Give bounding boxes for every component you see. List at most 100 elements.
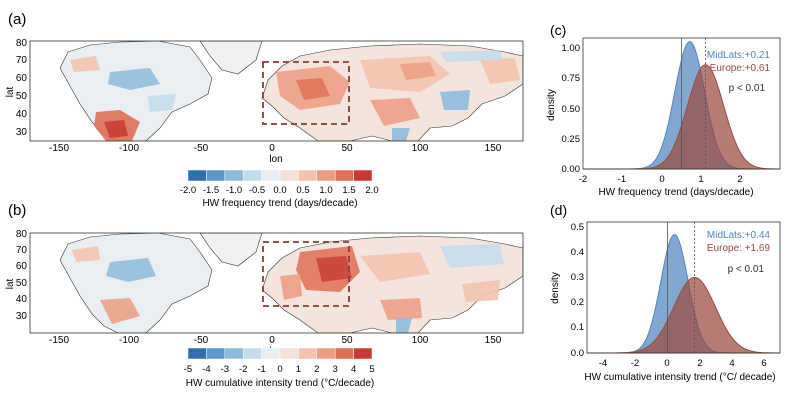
ytick: 0.75 [562,73,581,84]
map-a [30,41,523,141]
plot-d-ticks: -4 -2 0 2 4 6 0.0 0.1 0.2 0.3 0.4 0.5 [571,222,767,369]
colorbar-b-swatch [224,347,244,360]
xtick: 50 [341,335,353,346]
panel-b: (b) lat -150 -100 -50 0 50 1 [5,202,524,389]
panel-a-label: (a) [8,11,26,28]
xtick: 150 [485,335,502,346]
plot-d-frame [586,221,781,354]
colorbar-b-swatch [206,347,226,360]
colorbar-a-title: HW frequency trend (days/decade) [202,198,357,209]
ytick: 0.5 [571,222,584,233]
colorbar-b-swatch [316,347,336,360]
xtick: 2 [737,174,742,185]
ytick: 60 [16,73,28,84]
colorbar-tick: 0.0 [273,185,286,196]
ytick: 0.50 [562,104,581,115]
legend-c-midlats: MidLats:+0.21 [707,50,771,61]
colorbar-a-swatch [279,169,299,182]
colorbar-a-swatch [334,169,354,182]
colorbar-tick: -3 [221,364,229,375]
panel-d-xlabel: HW cumulative intensity trend (°C/ decad… [584,372,775,383]
colorbar-b-swatch [242,347,262,360]
xtick: -2 [631,358,639,369]
panel-d-ylabel: density [550,272,561,304]
legend-d-midlats: MidLats:+0.44 [707,230,771,241]
panel-b-ylabel: lat [5,278,16,289]
panel-b-label: (b) [8,202,26,219]
colorbar-b-swatch [187,347,207,360]
colorbar-tick: 1.5 [342,185,355,196]
legend-c-europe: Europe:+0.61 [710,63,771,74]
colorbar-tick: 5 [369,364,374,375]
xtick: -4 [599,358,607,369]
colorbar-tick: 4 [351,364,356,375]
panel-a-xlabel: lon [269,154,282,165]
colorbar-b-swatch [298,347,318,360]
xtick: 100 [412,335,429,346]
europe-box-a [262,61,350,125]
colorbar-tick: -4 [202,364,210,375]
pvalue-c: p < 0.01 [729,83,766,94]
ytick: 0.1 [571,322,584,333]
colorbar-a [187,169,373,182]
xtick: -50 [194,143,209,154]
ytick: 1.00 [562,43,581,54]
colorbar-b-swatch [353,347,373,360]
colorbar-tick: 2 [314,364,319,375]
colorbar-tick: -2 [239,364,247,375]
panel-c-xlabel: HW frequency trend (days/decade) [598,187,753,198]
ytick: 0.00 [562,164,581,175]
ytick: 60 [16,261,28,272]
colorbar-a-ticks: -2.0 -1.5 -1.0 -0.5 0.0 0.5 1.0 1.5 2.0 [180,185,379,196]
ytick: 40 [16,109,28,120]
colorbar-tick: -2.0 [180,185,196,196]
europe-box-b [262,241,350,307]
colorbar-a-swatch [224,169,244,182]
colorbar-b-title: HW cumulative intensity trend (°C/decade… [186,378,375,389]
panel-a: (a) lat [5,11,524,209]
ytick: 0.2 [571,297,584,308]
xtick: -150 [49,143,69,154]
xtick: -150 [49,335,69,346]
ytick: 50 [16,91,28,102]
colorbar-a-swatch [206,169,226,182]
ytick: 80 [16,229,28,240]
ytick: 40 [16,294,28,305]
colorbar-tick: -1.0 [226,185,242,196]
colorbar-tick: -1 [257,364,265,375]
pvalue-d: p < 0.01 [728,264,765,275]
xtick: 0 [269,143,275,154]
panel-c-ylabel: density [546,89,557,121]
colorbar-b-swatch [261,347,281,360]
xtick: -50 [194,335,209,346]
colorbar-tick: 1 [296,364,301,375]
colorbar-tick: 0.5 [296,185,309,196]
panel-d-label: (d) [550,202,567,218]
xtick: 100 [412,143,429,154]
xtick: 0 [664,358,669,369]
colorbar-a-swatch [261,169,281,182]
map-b-yticks: 30 40 50 60 70 80 [16,229,28,322]
xtick: 150 [485,143,502,154]
xtick: 6 [761,358,766,369]
colorbar-a-swatch [187,169,207,182]
ytick: 0.25 [562,134,581,145]
map-b-xticks: -150 -100 -50 0 50 100 150 [49,335,502,346]
colorbar-tick: 2.0 [365,185,378,196]
ytick: 50 [16,278,28,289]
xtick: 4 [729,358,734,369]
colorbar-b-swatch [334,347,354,360]
colorbar-tick: 0 [277,364,282,375]
colorbar-b [187,347,373,360]
xtick: 2 [697,358,702,369]
xtick: 0 [659,174,664,185]
panel-c: (c) density -2 -1 0 1 2 0.00 0.25 0.50 0… [546,22,781,198]
plot-c-ticks: -2 -1 0 1 2 0.00 0.25 0.50 0.75 1.00 [562,43,743,185]
ytick: 70 [16,245,28,256]
ytick: 0.4 [571,247,584,258]
panel-c-label: (c) [550,22,566,38]
map-a-xticks: -150 -100 -50 0 50 100 150 [49,143,502,154]
ytick: 0.0 [571,348,584,359]
ytick: 0.3 [571,272,584,283]
